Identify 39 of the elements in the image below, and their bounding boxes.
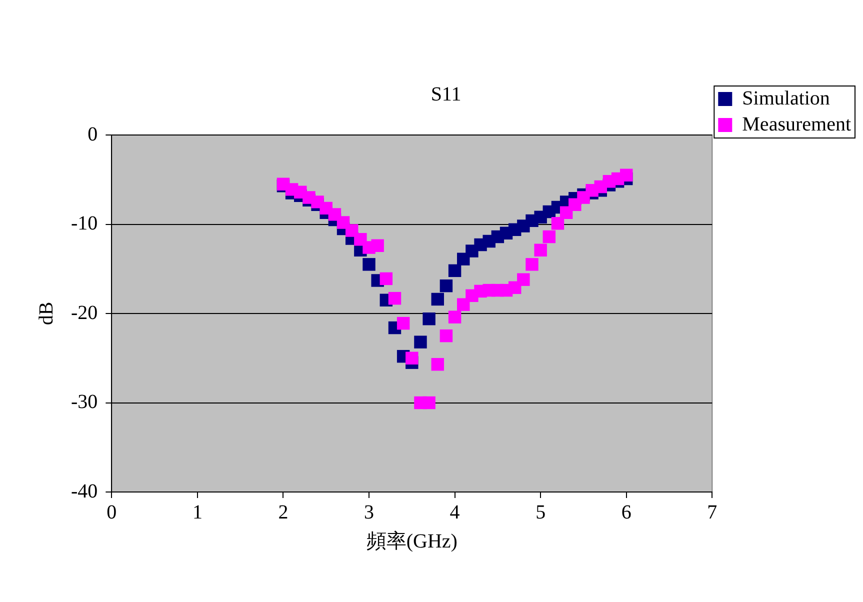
x-axis-title: 頻率(GHz) [366, 530, 458, 552]
point [551, 216, 564, 230]
x-tick-label: 2 [278, 501, 288, 524]
point [396, 316, 410, 330]
point [422, 312, 436, 326]
y-tick-label: -20 [70, 302, 98, 324]
point [388, 292, 402, 305]
point [431, 358, 444, 371]
x-tick-label: 0 [106, 501, 117, 524]
x-tick-label: 5 [536, 501, 546, 524]
point [440, 279, 453, 292]
point [448, 264, 462, 278]
y-axis-title: dB [35, 302, 58, 326]
point [406, 352, 418, 364]
chart-title: S11 [430, 83, 462, 106]
legend-label: Simulation [742, 87, 830, 110]
point [431, 292, 444, 306]
x-tick-label: 3 [364, 501, 374, 524]
y-tick-label: -10 [70, 212, 98, 234]
x-tick-label: 1 [192, 501, 202, 524]
point [534, 244, 547, 256]
x-tick-label: 7 [707, 501, 718, 524]
point [362, 258, 376, 271]
y-tick-label: -30 [70, 391, 98, 413]
point [542, 230, 556, 244]
x-tick-label: 4 [450, 501, 460, 524]
point [414, 336, 427, 348]
point [371, 239, 384, 252]
y-tick-label: -40 [70, 480, 98, 502]
point [440, 329, 453, 342]
legend-label: Measurement [742, 113, 852, 136]
point [517, 273, 530, 286]
x-tick-label: 6 [621, 501, 632, 524]
point [422, 396, 436, 410]
point [380, 272, 393, 286]
point [448, 310, 462, 324]
point [620, 168, 633, 182]
point [526, 258, 538, 271]
y-tick-label: 0 [88, 123, 98, 146]
